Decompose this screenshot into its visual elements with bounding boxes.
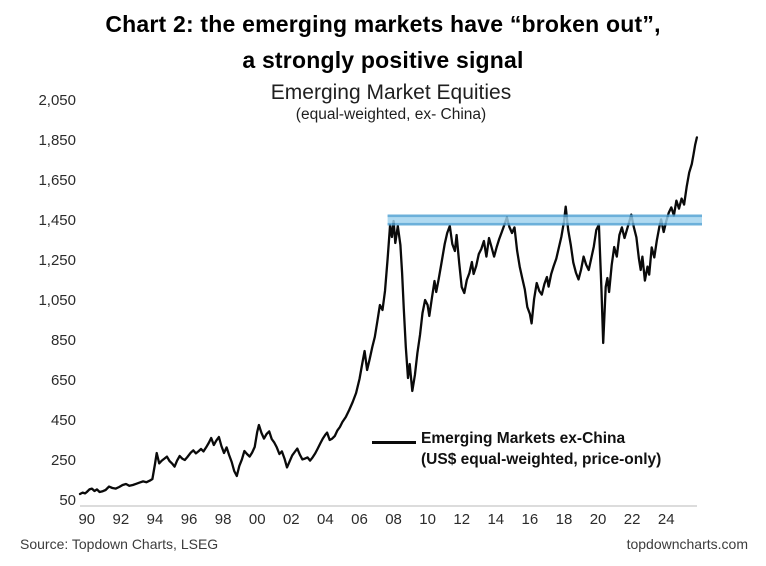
x-tick-18: 18: [555, 511, 573, 528]
band-fill: [387, 215, 702, 225]
source-credit: Source: Topdown Charts, LSEG: [20, 536, 219, 552]
y-tick-250: 250: [50, 452, 76, 469]
x-tick-12: 12: [453, 511, 471, 528]
price-line: [78, 136, 699, 496]
y-tick-450: 450: [50, 412, 76, 429]
x-tick-06: 06: [351, 511, 368, 528]
x-tick-14: 14: [487, 511, 505, 528]
y-tick-2050: 2,050: [38, 92, 76, 109]
y-tick-850: 850: [50, 332, 76, 349]
x-tick-02: 02: [282, 511, 300, 528]
page-title-line-1: Chart 2: the emerging markets have “brok…: [105, 11, 661, 37]
x-tick-90: 90: [78, 511, 96, 528]
x-tick-92: 92: [112, 511, 130, 528]
series-legend: Emerging Markets ex-China (US$ equal-wei…: [372, 428, 661, 470]
x-tick-00: 00: [248, 511, 266, 528]
x-tick-08: 08: [385, 511, 402, 528]
x-tick-98: 98: [214, 511, 232, 528]
legend-label: Emerging Markets ex-China (US$ equal-wei…: [421, 428, 661, 470]
legend-label-line-1: Emerging Markets ex-China: [421, 430, 626, 447]
x-tick-24: 24: [657, 511, 675, 528]
x-tick-96: 96: [180, 511, 198, 528]
y-tick-1650: 1,650: [38, 172, 76, 189]
breakout-resistance-band: [387, 214, 702, 226]
band-bottom-edge: [387, 222, 702, 226]
legend-label-line-2: (US$ equal-weighted, price-only): [421, 451, 662, 468]
page-title-line-2: a strongly positive signal: [242, 47, 524, 73]
chart-footer: Source: Topdown Charts, LSEG topdownchar…: [20, 536, 748, 552]
x-tick-16: 16: [521, 511, 539, 528]
x-tick-04: 04: [317, 511, 334, 528]
y-tick-1050: 1,050: [38, 292, 76, 309]
y-tick-50: 50: [59, 492, 76, 509]
x-tick-94: 94: [146, 511, 164, 528]
x-tick-22: 22: [623, 511, 641, 528]
x-axis-line: [80, 505, 697, 507]
y-tick-1250: 1,250: [38, 252, 76, 269]
y-tick-1850: 1,850: [38, 132, 76, 149]
x-tick-20: 20: [589, 511, 607, 528]
website-credit: topdowncharts.com: [626, 536, 748, 552]
chart-subtitle: (equal-weighted, ex- China): [295, 106, 487, 123]
y-tick-650: 650: [50, 372, 76, 389]
page-title: Chart 2: the emerging markets have “brok…: [0, 6, 766, 78]
chart-title: Emerging Market Equities: [270, 81, 512, 104]
x-tick-10: 10: [419, 511, 436, 528]
y-tick-1450: 1,450: [38, 212, 76, 229]
legend-line-sample: [372, 441, 416, 444]
band-top-edge: [387, 214, 702, 218]
